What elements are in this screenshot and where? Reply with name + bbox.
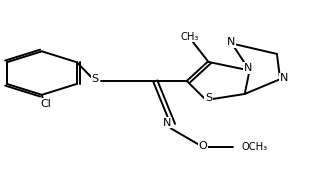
Text: Cl: Cl — [40, 98, 51, 109]
Text: N: N — [244, 63, 252, 73]
Text: N: N — [163, 118, 171, 128]
Text: CH₃: CH₃ — [181, 31, 199, 42]
Text: S: S — [205, 93, 212, 103]
Text: S: S — [91, 74, 99, 84]
Text: N: N — [280, 73, 288, 83]
Text: OCH₃: OCH₃ — [242, 142, 268, 152]
Text: O: O — [198, 141, 207, 151]
Text: N: N — [227, 37, 235, 47]
